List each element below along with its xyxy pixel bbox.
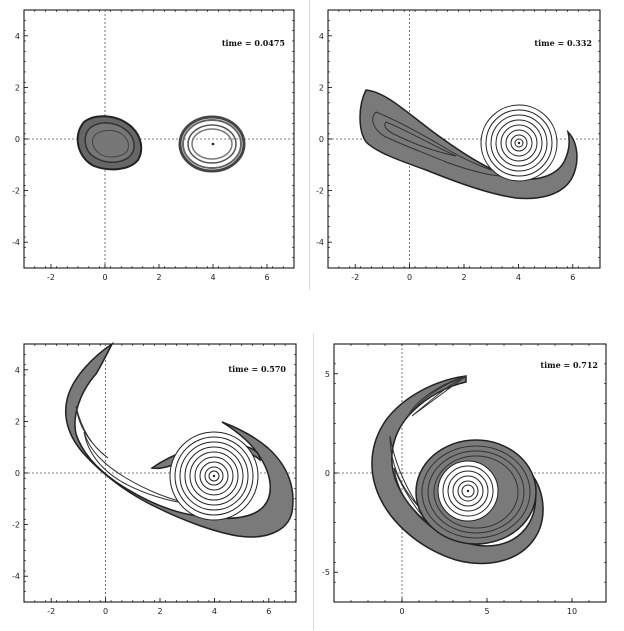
x-tick-label: 2 (156, 273, 161, 282)
x-tick-label: 0 (103, 607, 108, 616)
y-tick-label: 2 (319, 83, 324, 92)
x-tick-label: 4 (212, 607, 217, 616)
y-tick-label: 5 (325, 370, 330, 379)
x-tick-label: 5 (484, 607, 489, 616)
x-tick-label: 0 (102, 273, 107, 282)
panel-time-0-332: -2 0 2 4 6 -4 -2 0 2 4 time = 0.332 (306, 2, 616, 292)
vortex-core (169, 431, 259, 521)
contour-plot-2: -2 0 2 4 6 -4 -2 0 2 4 time = 0.332 (316, 9, 601, 282)
x-tick-label: 6 (570, 273, 575, 282)
y-tick-label: 0 (319, 135, 324, 144)
panel-time-0-712: 0 5 10 -5 0 5 time = 0.712 (316, 336, 616, 626)
vortex-right (178, 115, 246, 173)
x-tick-label: 6 (264, 273, 269, 282)
vertical-divider-bottom (313, 334, 314, 630)
y-tick-label: 2 (15, 83, 20, 92)
y-tick-label: -5 (322, 568, 330, 577)
y-tick-label: -4 (12, 238, 20, 247)
y-tick-label: 0 (15, 469, 20, 478)
x-tick-label: -2 (47, 273, 55, 282)
panel-time-0-0475: -2 0 2 4 6 -4 -2 0 2 4 time = 0.0475 (2, 2, 302, 292)
vortex-body (415, 439, 537, 545)
y-tick-label: 2 (15, 417, 20, 426)
y-tick-label: 4 (319, 32, 324, 41)
y-tick-label: 0 (325, 469, 330, 478)
x-tick-label: 2 (157, 607, 162, 616)
time-label: time = 0.0475 (222, 38, 285, 48)
time-label: time = 0.570 (228, 364, 286, 374)
x-tick-label: 6 (266, 607, 271, 616)
x-tick-label: -2 (47, 607, 55, 616)
vortex-left (76, 115, 143, 171)
y-tick-label: 0 (15, 135, 20, 144)
y-tick-label: -4 (12, 572, 20, 581)
x-tick-label: 0 (407, 273, 412, 282)
x-tick-label: 4 (210, 273, 215, 282)
vortex-filament (359, 89, 578, 200)
vortex-core (480, 104, 558, 182)
time-label: time = 0.332 (534, 38, 592, 48)
x-tick-label: 4 (516, 273, 521, 282)
y-tick-label: 4 (15, 366, 20, 375)
y-tick-label: -4 (316, 238, 324, 247)
x-tick-label: 0 (399, 607, 404, 616)
y-tick-label: -2 (12, 187, 20, 196)
x-tick-label: 10 (567, 607, 577, 616)
panel-time-0-570: -2 0 2 4 6 -4 -2 0 2 4 time = 0.570 (2, 336, 302, 626)
contour-plot-1: -2 0 2 4 6 -4 -2 0 2 4 time = 0.0475 (12, 9, 295, 282)
y-tick-label: 4 (15, 32, 20, 41)
y-tick-label: -2 (316, 187, 324, 196)
y-tick-label: -2 (12, 521, 20, 530)
x-tick-label: 2 (461, 273, 466, 282)
x-tick-label: -2 (351, 273, 359, 282)
contour-plot-3: -2 0 2 4 6 -4 -2 0 2 4 time = 0.570 (12, 341, 297, 616)
contour-plot-4: 0 5 10 -5 0 5 time = 0.712 (322, 343, 607, 616)
time-label: time = 0.712 (540, 360, 598, 370)
vertical-divider-top (309, 0, 310, 290)
ticks-group: -2 0 2 4 6 -4 -2 0 2 4 (12, 343, 297, 616)
